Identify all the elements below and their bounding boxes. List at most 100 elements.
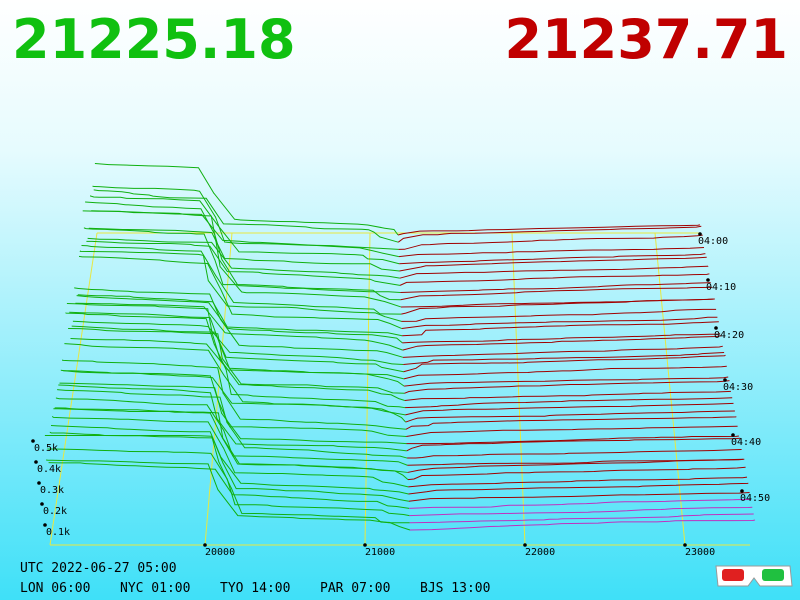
ask-curve — [397, 225, 702, 243]
depth-label: 0.5k — [34, 443, 58, 454]
bid-curve — [93, 189, 399, 243]
time-tick — [740, 489, 744, 493]
ask-curve — [404, 380, 730, 394]
ask-curve — [409, 513, 754, 524]
ask-curve — [398, 247, 705, 258]
time-label: 04:10 — [706, 282, 736, 293]
price-tick — [363, 543, 367, 547]
bid-curve — [49, 431, 409, 502]
depth-label: 0.3k — [40, 485, 64, 496]
ask-curve — [400, 286, 713, 301]
bid-curve — [53, 408, 409, 481]
bid-curve — [63, 370, 406, 423]
depth-tick — [43, 523, 47, 527]
bid-curve — [79, 250, 402, 322]
city-clock: NYC 01:00 — [120, 581, 190, 596]
bid-curve — [52, 416, 409, 488]
bid-curve — [86, 240, 401, 286]
bid-curve — [82, 210, 402, 308]
bid-curve — [59, 382, 407, 445]
floor-grid — [49, 232, 750, 546]
bid-curve — [61, 359, 406, 430]
ask-curve — [403, 354, 726, 373]
price-label: 22000 — [525, 547, 555, 558]
ask-curve — [408, 482, 749, 495]
bid-curve — [94, 163, 399, 236]
ask-curve — [397, 224, 701, 236]
3d-glasses-icon[interactable] — [715, 565, 793, 587]
time-tick — [706, 278, 710, 282]
ask-curve — [406, 437, 741, 452]
price-label: 20000 — [205, 547, 235, 558]
price-label: 23000 — [685, 547, 715, 558]
ask-curve — [405, 416, 737, 430]
ask-curve — [401, 298, 715, 315]
time-tick — [723, 378, 727, 382]
ask-curve — [400, 282, 711, 294]
bid-curve — [58, 384, 407, 452]
bid-curve — [55, 397, 408, 466]
price-tick — [203, 543, 207, 547]
depth-tick — [31, 439, 35, 443]
bid-curve — [83, 227, 401, 301]
ask-curve — [407, 449, 742, 459]
depth-label: 0.4k — [37, 464, 61, 475]
ask-curve — [399, 256, 707, 272]
ask-curve — [405, 410, 735, 423]
depth-curves — [44, 163, 756, 531]
ask-curve — [404, 390, 731, 401]
ask-curve — [399, 265, 709, 279]
utc-time: UTC 2022-06-27 05:00 — [20, 561, 177, 576]
depth-tick — [40, 502, 44, 506]
bid-curve — [74, 287, 404, 358]
ask-curve — [405, 402, 734, 416]
ask-curve — [399, 273, 710, 286]
time-tick — [714, 326, 718, 330]
depth-label: 0.1k — [46, 527, 70, 538]
ask-curve — [401, 316, 718, 330]
city-clock: TYO 14:00 — [220, 581, 290, 596]
bid-curve — [47, 448, 410, 517]
city-clock: PAR 07:00 — [320, 581, 390, 596]
ask-curve — [406, 425, 738, 437]
ask-curve — [407, 458, 745, 473]
bid-curve — [57, 389, 408, 459]
ask-curve — [409, 499, 752, 509]
time-label: 04:30 — [723, 382, 753, 393]
bid-curve — [75, 302, 403, 351]
bid-curve — [69, 311, 405, 387]
ask-curve — [409, 506, 753, 517]
bid-curve — [72, 320, 404, 366]
bid-curve — [46, 459, 410, 524]
time-label: 04:50 — [740, 493, 770, 504]
ask-curve — [404, 376, 729, 387]
ask-curve — [402, 321, 719, 337]
bid-curve — [44, 435, 411, 531]
ask-curve — [398, 234, 703, 250]
time-tick — [731, 433, 735, 437]
bid-curve — [76, 295, 403, 344]
time-label: 04:40 — [731, 437, 761, 448]
ask-curve — [402, 333, 721, 344]
ask-curve — [399, 253, 706, 265]
bid-curve — [48, 462, 410, 509]
bid-curve — [81, 245, 402, 315]
time-label: 04:00 — [698, 236, 728, 247]
ask-curve — [408, 476, 748, 488]
ask-curve — [401, 308, 717, 322]
depth-tick — [37, 481, 41, 485]
bid-curve — [87, 237, 400, 279]
ask-curve — [406, 435, 739, 445]
price-tick — [683, 543, 687, 547]
depth-tick — [34, 460, 38, 464]
ask-curve — [403, 365, 727, 380]
bid-curve — [88, 227, 400, 272]
bid-curve — [71, 325, 404, 373]
depth-label: 0.2k — [43, 506, 67, 517]
ask-price: 21237.71 — [504, 8, 788, 71]
bid-curve — [85, 201, 401, 294]
bid-curve — [66, 303, 405, 401]
ask-curve — [408, 492, 750, 502]
